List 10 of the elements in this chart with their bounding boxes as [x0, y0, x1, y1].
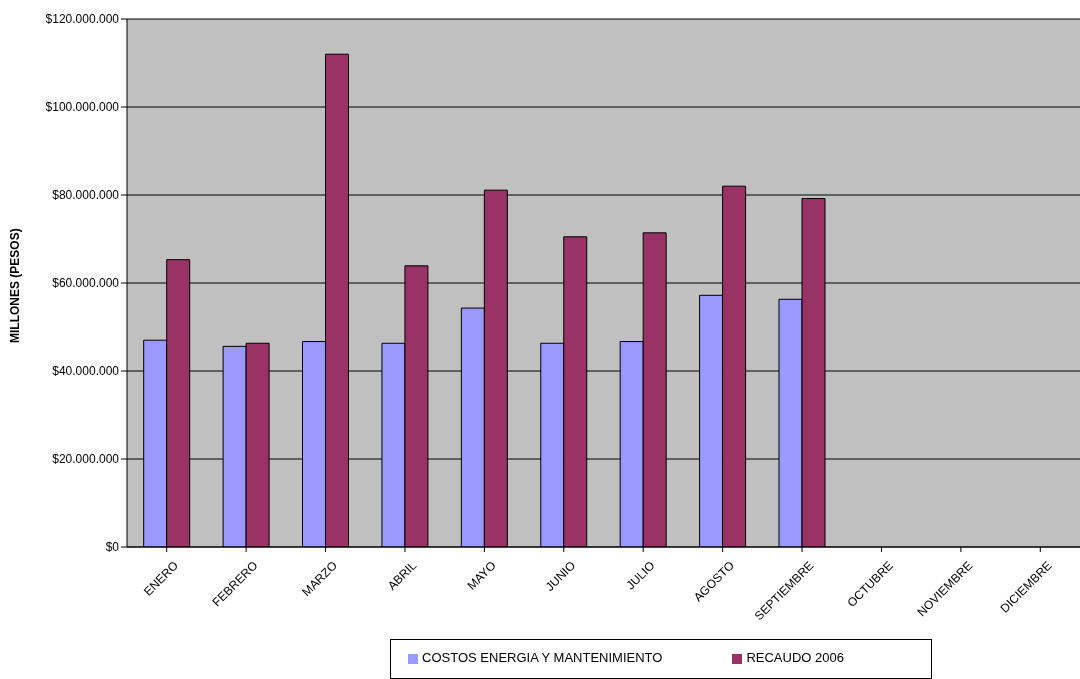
y-tick-label: $40.000.000 — [52, 364, 120, 379]
y-axis-title: MILLONES (PESOS) — [8, 228, 23, 343]
y-tick-label: $60.000.000 — [52, 276, 120, 291]
legend-label: COSTOS ENERGIA Y MANTENIMIENTO — [422, 650, 663, 665]
y-tick-label: $100.000.000 — [45, 100, 120, 115]
y-tick-label: $20.000.000 — [52, 452, 120, 467]
y-tick-label: $80.000.000 — [52, 188, 120, 203]
y-tick-label: $120.000.000 — [45, 12, 120, 27]
legend-label: RECAUDO 2006 — [746, 650, 844, 665]
y-tick-label: $0 — [105, 540, 120, 555]
